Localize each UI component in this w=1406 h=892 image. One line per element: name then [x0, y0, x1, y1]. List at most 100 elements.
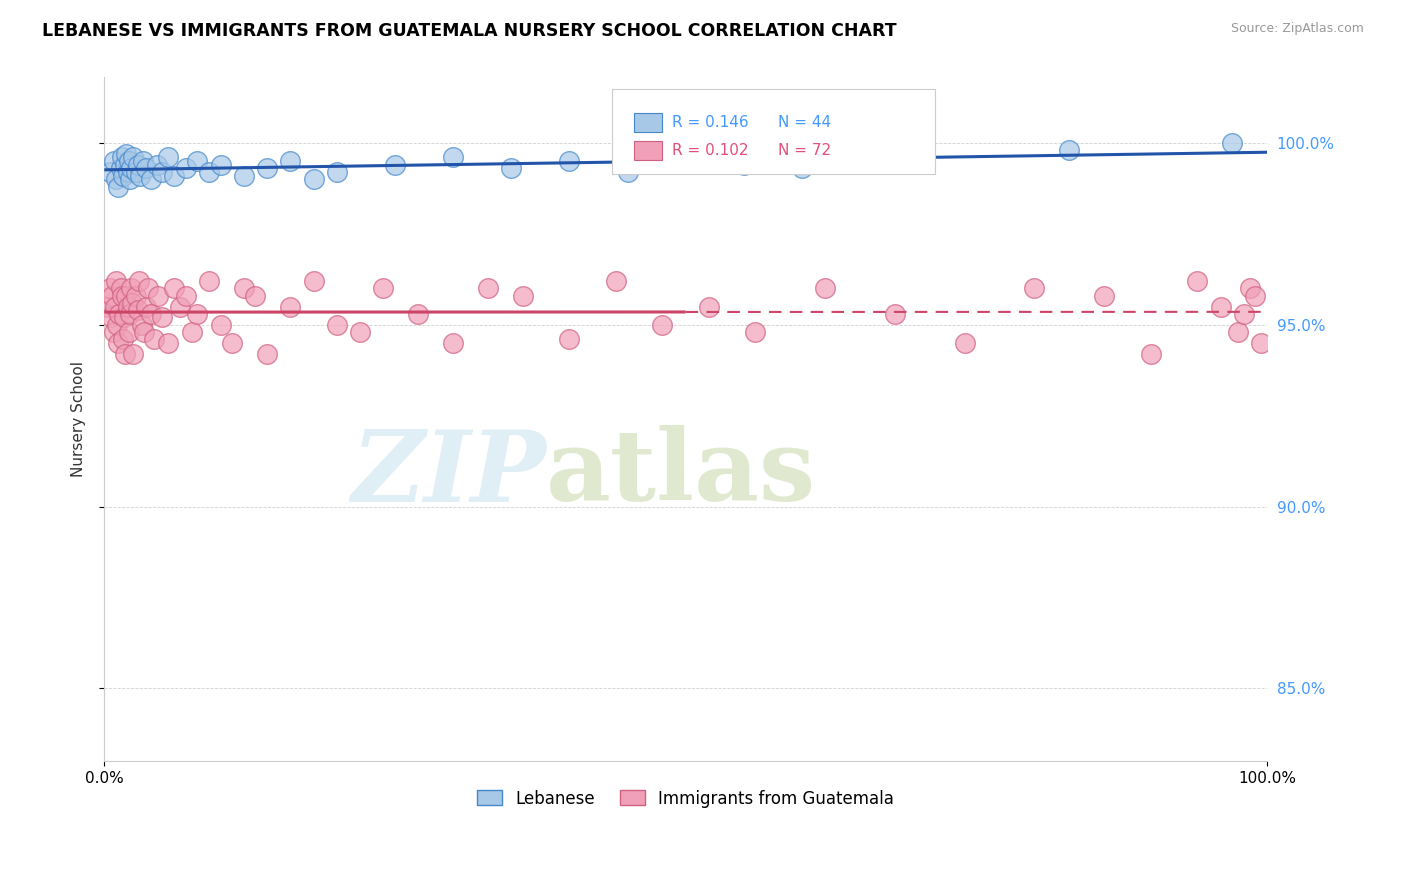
- Point: [152, 310, 174, 325]
- Point: [697, 300, 720, 314]
- Point: [198, 165, 221, 179]
- Point: [115, 146, 138, 161]
- Point: [111, 169, 134, 183]
- Text: LEBANESE VS IMMIGRANTS FROM GUATEMALA NURSERY SCHOOL CORRELATION CHART: LEBANESE VS IMMIGRANTS FROM GUATEMALA NU…: [42, 22, 897, 40]
- Point: [145, 158, 167, 172]
- Point: [1059, 143, 1081, 157]
- Point: [131, 318, 153, 332]
- Point: [302, 172, 325, 186]
- Point: [122, 347, 145, 361]
- Point: [163, 169, 186, 183]
- Point: [107, 335, 129, 350]
- Point: [121, 296, 143, 310]
- Point: [872, 154, 894, 169]
- Point: [132, 325, 155, 339]
- Point: [1244, 288, 1267, 302]
- Point: [209, 158, 232, 172]
- Point: [558, 332, 581, 346]
- Point: [198, 274, 221, 288]
- Point: [406, 307, 429, 321]
- Point: [1233, 307, 1256, 321]
- Point: [110, 281, 132, 295]
- Point: [111, 332, 134, 346]
- Point: [1024, 281, 1046, 295]
- Point: [101, 288, 124, 302]
- Point: [118, 172, 141, 186]
- Point: [118, 154, 141, 169]
- Point: [278, 300, 301, 314]
- Point: [118, 307, 141, 321]
- Point: [326, 318, 349, 332]
- Point: [349, 325, 371, 339]
- Point: [1092, 288, 1115, 302]
- Text: R = 0.102: R = 0.102: [672, 143, 748, 158]
- Point: [108, 307, 131, 321]
- Point: [143, 332, 166, 346]
- Point: [558, 154, 581, 169]
- Point: [98, 281, 121, 295]
- Point: [127, 158, 149, 172]
- Text: R = 0.146: R = 0.146: [672, 115, 748, 130]
- Point: [115, 288, 138, 302]
- Point: [135, 161, 157, 176]
- Point: [209, 318, 232, 332]
- Point: [174, 161, 197, 176]
- Point: [501, 161, 523, 176]
- Point: [616, 165, 638, 179]
- Point: [139, 307, 162, 321]
- Point: [814, 281, 837, 295]
- Point: [118, 325, 141, 339]
- Point: [127, 303, 149, 318]
- Point: [477, 281, 499, 295]
- Point: [114, 347, 136, 361]
- Text: Source: ZipAtlas.com: Source: ZipAtlas.com: [1230, 22, 1364, 36]
- Point: [117, 165, 139, 179]
- Point: [605, 274, 627, 288]
- Point: [790, 161, 813, 176]
- Point: [114, 158, 136, 172]
- Text: N = 44: N = 44: [778, 115, 831, 130]
- Point: [163, 281, 186, 295]
- Point: [1239, 281, 1261, 295]
- Point: [651, 318, 673, 332]
- Point: [103, 325, 125, 339]
- Legend: Lebanese, Immigrants from Guatemala: Lebanese, Immigrants from Guatemala: [471, 783, 901, 814]
- Point: [157, 151, 180, 165]
- Point: [104, 274, 127, 288]
- Text: atlas: atlas: [546, 425, 817, 523]
- Point: [100, 310, 122, 325]
- Point: [326, 165, 349, 179]
- Point: [169, 300, 191, 314]
- Point: [1187, 274, 1209, 288]
- Point: [232, 281, 254, 295]
- Point: [256, 347, 278, 361]
- Point: [441, 335, 464, 350]
- Point: [1250, 335, 1272, 350]
- Text: N = 72: N = 72: [778, 143, 831, 158]
- Point: [125, 288, 148, 302]
- Point: [103, 154, 125, 169]
- Point: [128, 274, 150, 288]
- Point: [1209, 300, 1232, 314]
- Point: [441, 151, 464, 165]
- Text: ZIP: ZIP: [352, 425, 546, 522]
- Point: [98, 165, 121, 179]
- Point: [135, 300, 157, 314]
- Point: [884, 307, 907, 321]
- Point: [129, 169, 152, 183]
- Point: [174, 288, 197, 302]
- Point: [120, 161, 142, 176]
- Point: [245, 288, 267, 302]
- Point: [104, 300, 127, 314]
- Point: [112, 310, 135, 325]
- Point: [122, 151, 145, 165]
- Point: [131, 154, 153, 169]
- Point: [744, 325, 766, 339]
- Y-axis label: Nursery School: Nursery School: [72, 361, 86, 477]
- Point: [186, 307, 208, 321]
- Point: [373, 281, 395, 295]
- Point: [278, 154, 301, 169]
- Point: [256, 161, 278, 176]
- Point: [146, 288, 169, 302]
- Point: [111, 288, 134, 302]
